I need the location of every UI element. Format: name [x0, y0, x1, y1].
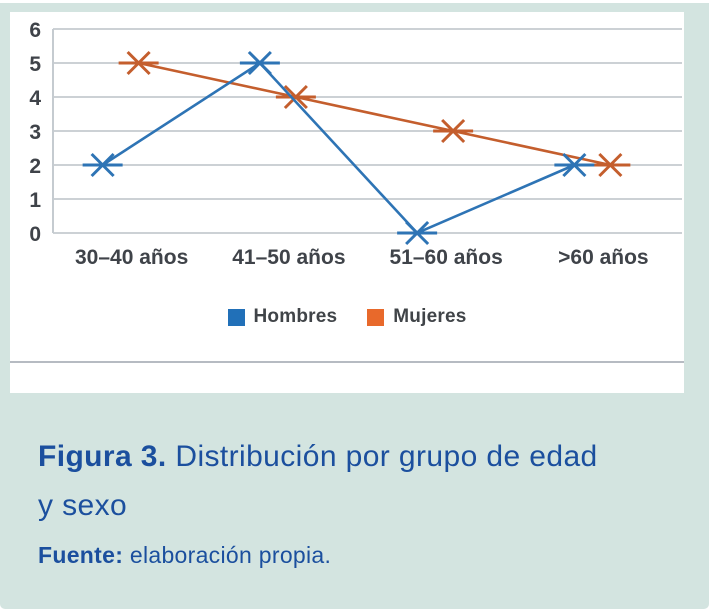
source-text: elaboración propia. [129, 542, 332, 568]
figure-caption: Figura 3. Distribución por grupo de edad… [38, 432, 678, 570]
mujeres-legend-label: Mujeres [393, 306, 467, 327]
white-strip [10, 363, 684, 393]
svg-text:30–40 años: 30–40 años [75, 246, 188, 269]
svg-text:5: 5 [29, 53, 41, 76]
svg-text:41–50 años: 41–50 años [232, 246, 345, 269]
mujeres-legend-swatch-icon [367, 308, 385, 326]
page-top-strip [0, 0, 709, 3]
figure-number-label: Figura 3. [38, 440, 167, 473]
svg-text:1: 1 [29, 189, 41, 212]
chart-panel: 0 1 2 3 4 5 6 30–40 años 41–50 años 51–60 años >60… [10, 12, 684, 361]
chart-legend: Hombres Mujeres [10, 306, 684, 328]
svg-text:2: 2 [29, 155, 41, 178]
legend-item-mujeres: Mujeres [367, 306, 466, 328]
svg-text:6: 6 [29, 19, 41, 42]
age-sex-line-chart: 0 1 2 3 4 5 6 30–40 años 41–50 años 51–60 años >60… [29, 19, 682, 269]
figure-title-line1: Distribución por grupo de edad [175, 440, 598, 473]
source-label: Fuente: [38, 542, 124, 568]
divider-line [10, 361, 684, 363]
figure-title-line2: y sexo [38, 489, 128, 522]
svg-text:>60 años: >60 años [558, 246, 648, 269]
svg-text:51–60 años: 51–60 años [390, 246, 503, 269]
svg-text:4: 4 [29, 87, 41, 110]
figure-source: Fuente: elaboración propia. [38, 540, 678, 570]
hombres-legend-label: Hombres [253, 306, 338, 327]
legend-item-hombres: Hombres [227, 306, 338, 328]
hombres-legend-swatch-icon [227, 308, 245, 326]
svg-text:3: 3 [29, 121, 41, 144]
figure-card: 0 1 2 3 4 5 6 30–40 años 41–50 años 51–60 años >60… [0, 3, 709, 609]
figure-title: Figura 3. Distribución por grupo de edad… [38, 432, 678, 530]
svg-text:0: 0 [29, 223, 41, 246]
